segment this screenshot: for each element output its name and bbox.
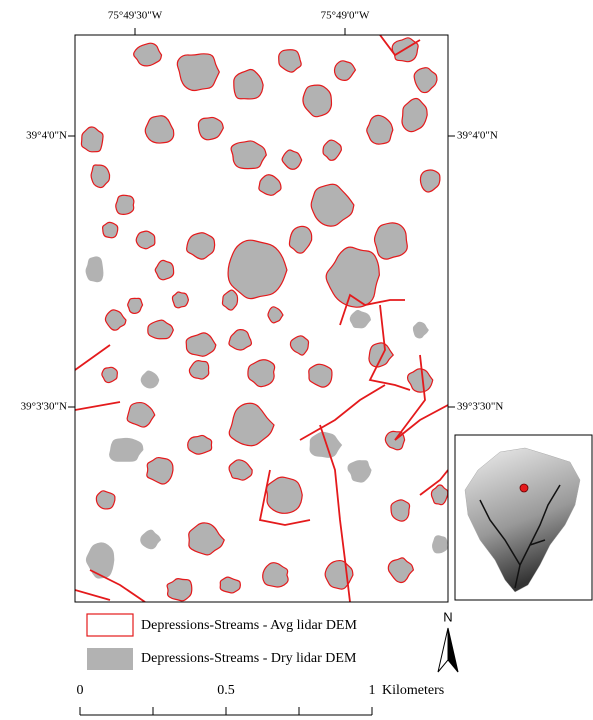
latitude-label: 39°3'30"N (457, 401, 503, 413)
latitude-label: 39°4'0"N (457, 130, 498, 142)
north-label: N (443, 609, 452, 624)
latitude-label: 39°4'0"N (26, 130, 67, 142)
study-site (520, 484, 528, 492)
legend-label: Depressions-Streams - Dry lidar DEM (141, 651, 357, 666)
scale-label: 1 (369, 683, 376, 698)
legend-swatch-avg (87, 614, 133, 636)
scale-label: 0.5 (217, 683, 235, 698)
legend-label: Depressions-Streams - Avg lidar DEM (141, 618, 357, 633)
latitude-label: 39°3'30"N (21, 401, 67, 413)
scale-label: 0 (77, 683, 84, 698)
longitude-label: 75°49'30"W (108, 10, 163, 22)
scale-unit: Kilometers (382, 683, 444, 698)
legend-swatch-dry (87, 648, 133, 670)
depression-dry (432, 535, 447, 553)
longitude-label: 75°49'0"W (321, 10, 370, 22)
map-figure: 75°49'30"W 75°49'0"W 39°4'0"N 39°3'30"N … (0, 0, 593, 720)
